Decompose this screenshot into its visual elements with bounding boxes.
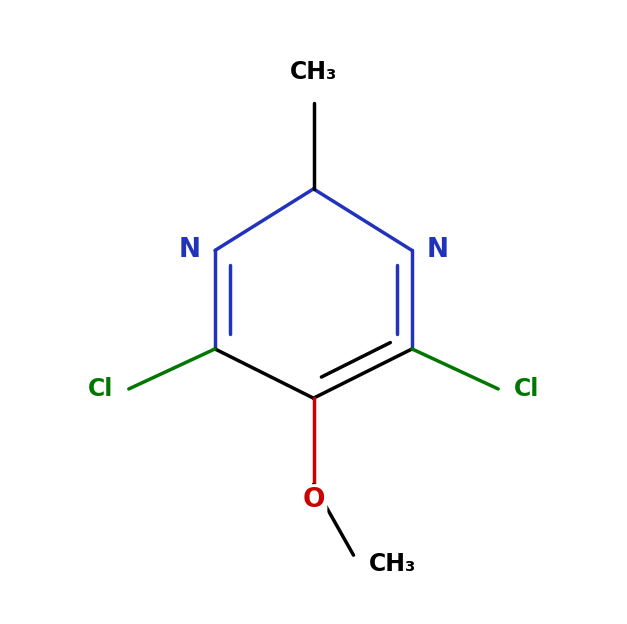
Text: CH₃: CH₃ [290,60,337,84]
Text: Cl: Cl [88,377,113,401]
Text: O: O [302,487,325,513]
Text: CH₃: CH₃ [369,552,416,577]
Text: N: N [178,238,200,263]
Text: N: N [427,238,449,263]
Text: Cl: Cl [514,377,539,401]
